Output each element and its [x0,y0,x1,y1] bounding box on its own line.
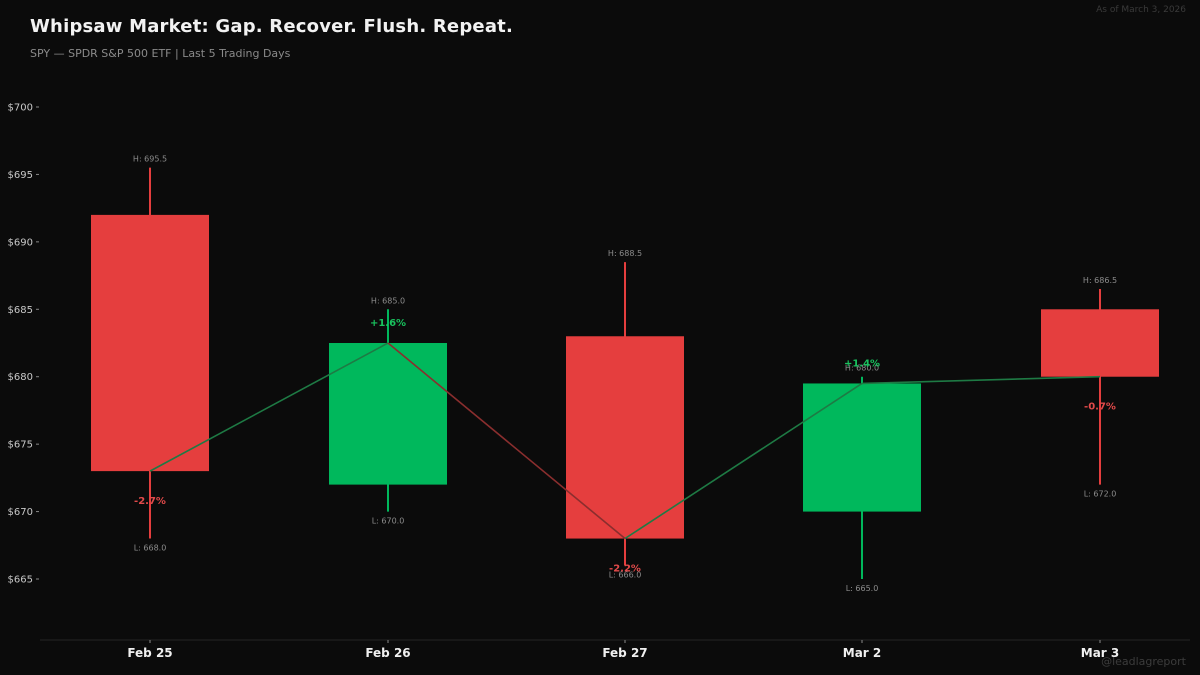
y-axis: $665 $670 $675 $680 $685 $690 $695 $700 [8,103,39,586]
high-label: H: 685.0 [371,296,405,305]
change-pct-label: +1.6% [370,318,406,329]
candle-body [1041,309,1159,377]
y-tick-label: $695 [8,170,33,181]
x-tick-label: Mar 2 [843,646,881,660]
low-label: L: 672.0 [1084,490,1117,499]
high-label: H: 688.5 [608,249,642,258]
y-tick-label: $670 [8,507,33,518]
change-pct-label: -2.2% [609,564,641,575]
y-tick-label: $665 [8,575,33,586]
close-line-segment [624,382,863,540]
low-label: L: 668.0 [134,544,167,553]
chart-title: Whipsaw Market: Gap. Recover. Flush. Rep… [30,16,514,37]
y-tick-label: $675 [8,440,33,451]
y-tick-label: $680 [8,372,33,383]
high-label: H: 695.5 [133,155,167,164]
as-of-date: As of March 3, 2026 [1096,5,1186,15]
chart-subtitle: SPY — SPDR S&P 500 ETF | Last 5 Trading … [30,47,291,60]
candle-body [329,343,447,485]
watermark: @leadlagreport [1101,655,1186,668]
candle-mar-3 [1041,289,1159,485]
close-line-segment [149,342,389,472]
close-line-segment [861,375,1101,385]
candle-labels: H: 695.5 L: 668.0 -2.7% H: 685.0 L: 670.0 +1.… [133,155,1117,593]
close-line [149,342,1101,540]
low-label: L: 666.0 [609,571,642,580]
y-tick-label: $685 [8,305,33,316]
change-pct-label: -0.7% [1084,402,1116,413]
change-pct-label: +1.4% [844,358,880,369]
y-tick-label: $690 [8,237,33,248]
high-label: H: 680.0 [845,364,879,373]
change-pct-label: -2.7% [134,496,166,507]
candle-feb-26 [329,309,447,512]
x-tick-label: Feb 27 [602,646,647,660]
candle-feb-25 [91,167,209,539]
high-label: H: 686.5 [1083,276,1117,285]
candles [91,167,1159,580]
x-tick-label: Feb 25 [127,646,172,660]
candle-body [91,214,209,472]
close-line-segment [387,342,626,540]
x-tick-label: Feb 26 [365,646,410,660]
candle-feb-27 [566,262,684,566]
x-tick-label: Mar 3 [1081,646,1119,660]
y-tick-label: $700 [8,103,33,114]
candle-body [566,336,684,539]
candle-body [803,383,921,512]
candle-mar-2 [803,376,921,580]
low-label: L: 665.0 [846,584,879,593]
low-label: L: 670.0 [372,517,405,526]
x-axis: Feb 25 Feb 26 Feb 27 Mar 2 Mar 3 [40,639,1190,660]
